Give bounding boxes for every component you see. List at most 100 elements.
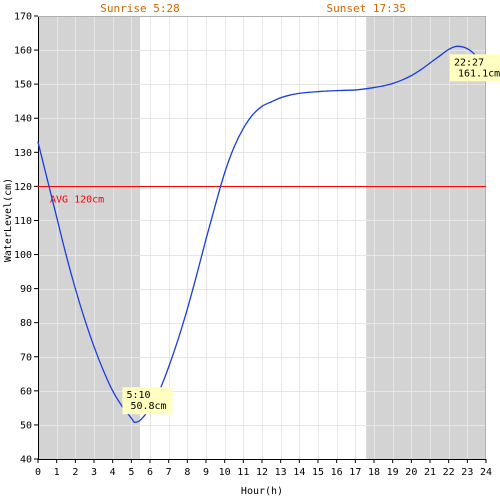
data-point	[270, 101, 272, 103]
x-tick-label: 24	[480, 467, 492, 478]
data-point	[382, 85, 384, 87]
night-band-evening	[366, 16, 486, 459]
tick-labels: 0 1 2 3 4 5 6 7 8 9 10 11 12 13 14 15 16 17 18 19 20 21 22 23 24…	[14, 12, 492, 479]
x-tick-label: 15	[312, 467, 324, 478]
y-tick-label: 120	[14, 182, 32, 193]
x-tick-label: 18	[368, 467, 380, 478]
data-point	[133, 421, 136, 423]
x-tick-label: 20	[405, 467, 417, 478]
x-tick-label: 19	[387, 467, 399, 478]
data-point	[233, 146, 235, 148]
x-tick-label: 6	[147, 467, 153, 478]
callout-box	[450, 54, 500, 82]
callout-time: 5:10	[126, 390, 150, 401]
data-point	[456, 45, 458, 47]
x-tick-label: 17	[349, 467, 361, 478]
x-tick-label: 7	[166, 467, 172, 478]
x-tick-label: 14	[293, 467, 305, 478]
x-tick-label: 21	[424, 467, 436, 478]
y-tick-label: 90	[20, 284, 32, 295]
data-point	[46, 178, 48, 181]
data-point	[121, 405, 123, 407]
series-group	[37, 45, 487, 423]
data-point	[65, 253, 67, 256]
data-point	[448, 48, 450, 51]
data-point	[84, 318, 86, 320]
y-tick-label: 80	[20, 318, 32, 329]
x-tick-label: 16	[331, 467, 343, 478]
x-tick-label: 12	[256, 467, 268, 478]
data-point	[56, 216, 58, 218]
x-tick-label: 4	[110, 467, 116, 478]
callout-value: 50.8cm	[130, 401, 166, 412]
x-tick-label: 13	[275, 467, 287, 478]
data-point	[205, 238, 207, 240]
x-tick-label: 5	[128, 467, 134, 478]
x-tick-label: 9	[203, 467, 209, 478]
callout-value: 161.1cm	[458, 68, 500, 79]
x-tick-label: 0	[35, 467, 41, 478]
y-tick-label: 160	[14, 46, 32, 57]
data-point	[93, 345, 95, 348]
data-point	[308, 91, 310, 93]
data-point	[280, 97, 282, 99]
data-point	[252, 114, 254, 116]
data-point	[112, 390, 114, 392]
data-point	[298, 92, 300, 94]
data-point	[345, 89, 347, 91]
data-point	[261, 105, 263, 107]
y-tick-label: 130	[14, 148, 32, 159]
data-point	[177, 339, 179, 341]
data-point	[130, 417, 132, 419]
data-point	[373, 86, 375, 89]
x-tick-label: 23	[461, 467, 473, 478]
data-point	[401, 79, 403, 81]
data-point	[102, 369, 104, 371]
data-point	[392, 82, 394, 85]
data-point	[74, 288, 76, 290]
data-point	[140, 419, 142, 421]
data-point	[186, 308, 188, 310]
data-point	[410, 75, 412, 77]
night-band-morning	[38, 16, 141, 459]
y-tick-label: 70	[20, 352, 32, 363]
sunrise-label: Sunrise 5:28	[100, 2, 179, 15]
data-point	[429, 62, 431, 64]
data-point	[289, 94, 291, 96]
sunset-label: Sunset 17:35	[326, 2, 405, 15]
y-tick-label: 60	[20, 386, 32, 397]
data-point	[242, 127, 244, 130]
y-tick-label: 150	[14, 80, 32, 91]
data-point	[466, 48, 468, 50]
data-point	[438, 55, 440, 57]
callout-box	[122, 387, 173, 415]
average-line-group: AVG 120cm	[38, 186, 486, 206]
data-point	[326, 90, 328, 92]
data-point	[420, 69, 422, 71]
data-point	[214, 204, 216, 206]
data-point	[336, 90, 338, 92]
y-tick-label: 50	[20, 420, 32, 431]
y-tick-label: 170	[14, 12, 32, 23]
y-axis-title: WaterLevel(cm)	[3, 178, 14, 262]
data-point	[354, 89, 356, 91]
x-tick-label: 22	[443, 467, 455, 478]
x-tick-label: 8	[184, 467, 190, 478]
x-tick-label: 3	[91, 467, 97, 478]
data-point	[168, 366, 170, 368]
data-point	[364, 88, 366, 90]
y-tick-label: 40	[20, 455, 32, 466]
data-point	[224, 172, 226, 174]
x-tick-label: 1	[54, 467, 60, 478]
data-point	[196, 274, 198, 276]
data-point	[37, 141, 39, 143]
axes	[34, 15, 487, 463]
y-tick-label: 110	[14, 216, 32, 227]
x-tick-label: 2	[72, 467, 78, 478]
average-label: AVG 120cm	[50, 195, 104, 206]
